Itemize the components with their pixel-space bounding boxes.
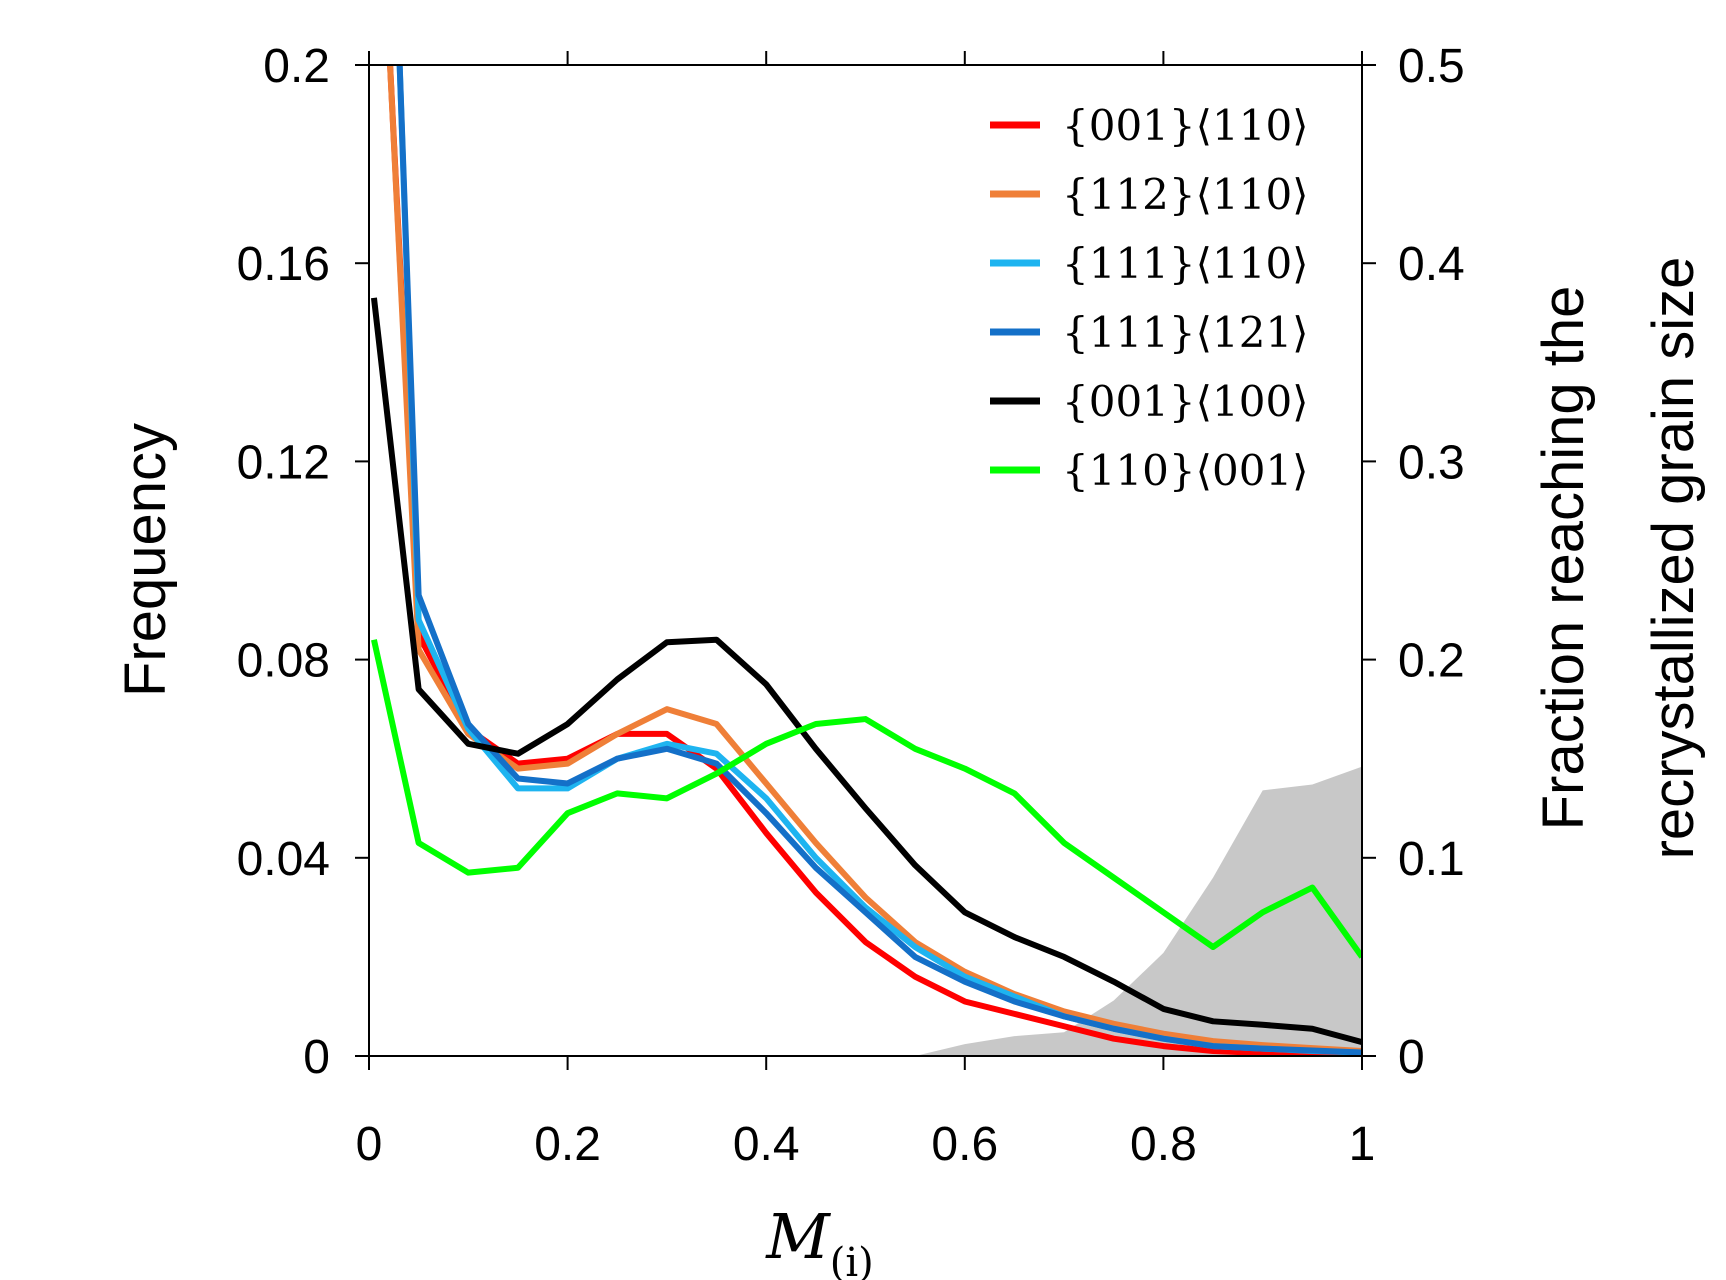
- x-tick-label: 0.6: [931, 1118, 998, 1171]
- y2-tick-label: 0.5: [1398, 40, 1465, 93]
- legend-label-3: {111}⟨110⟩: [1062, 239, 1309, 288]
- x-axis-title-sub: (i): [830, 1240, 874, 1280]
- plot-frame: [368, 64, 1363, 1057]
- y-tick-label: 0.12: [237, 436, 330, 489]
- y-axis-title: Frequency: [113, 423, 178, 697]
- legend-label-2: {112}⟨110⟩: [1062, 170, 1309, 219]
- shaded-area-layer: [915, 766, 1362, 1056]
- x-tick-label: 0.4: [733, 1118, 800, 1171]
- y-tick-label: 0.08: [237, 635, 330, 688]
- legend-label-6: {110}⟨001⟩: [1062, 446, 1309, 495]
- series-line-6: [371, 639, 1362, 959]
- series-line-1: [387, 65, 1362, 1056]
- x-axis-title-main: M: [765, 1200, 831, 1273]
- shaded-area-fraction: [915, 766, 1362, 1056]
- y2-tick-label: 0: [1398, 1031, 1425, 1084]
- x-axis-title: M(i): [765, 1200, 874, 1280]
- y2-tick-label: 0.1: [1398, 833, 1465, 886]
- x-tick-label: 0.8: [1130, 1118, 1197, 1171]
- series-line-4: [396, 65, 1362, 1056]
- y2-tick-label: 0.4: [1398, 238, 1465, 291]
- legend-label-4: {111}⟨121⟩: [1062, 308, 1309, 357]
- x-tick-label: 1: [1349, 1118, 1376, 1171]
- legend-label-5: {001}⟨100⟩: [1062, 377, 1309, 426]
- y-tick-label: 0.2: [263, 40, 330, 93]
- y2-tick-label: 0.2: [1398, 635, 1465, 688]
- legend-label-1: {001}⟨110⟩: [1062, 101, 1309, 150]
- y-tick-label: 0.16: [237, 238, 330, 291]
- y-tick-label: 0.04: [237, 833, 330, 886]
- x-tick-label: 0.2: [534, 1118, 601, 1171]
- y-tick-label: 0: [303, 1031, 330, 1084]
- y2-tick-label: 0.3: [1398, 436, 1465, 489]
- x-tick-label: 0: [356, 1118, 383, 1171]
- series-lines-layer: [370, 65, 1362, 1056]
- ticks-layer: 0 0.2 0.4 0.6 0.8 100.040.080.120.160.200.10.…: [237, 40, 1465, 1171]
- y2-axis-title-line2: recrystallized grain size: [1641, 257, 1706, 860]
- series-line-2: [387, 65, 1362, 1055]
- series-line-5: [370, 297, 1362, 1046]
- y2-axis-title-line1: Fraction reaching the: [1531, 286, 1596, 831]
- legend: {001}⟨110⟩ {112}⟨110⟩ {111}⟨110⟩ {111}⟨121⟩…: [990, 101, 1309, 495]
